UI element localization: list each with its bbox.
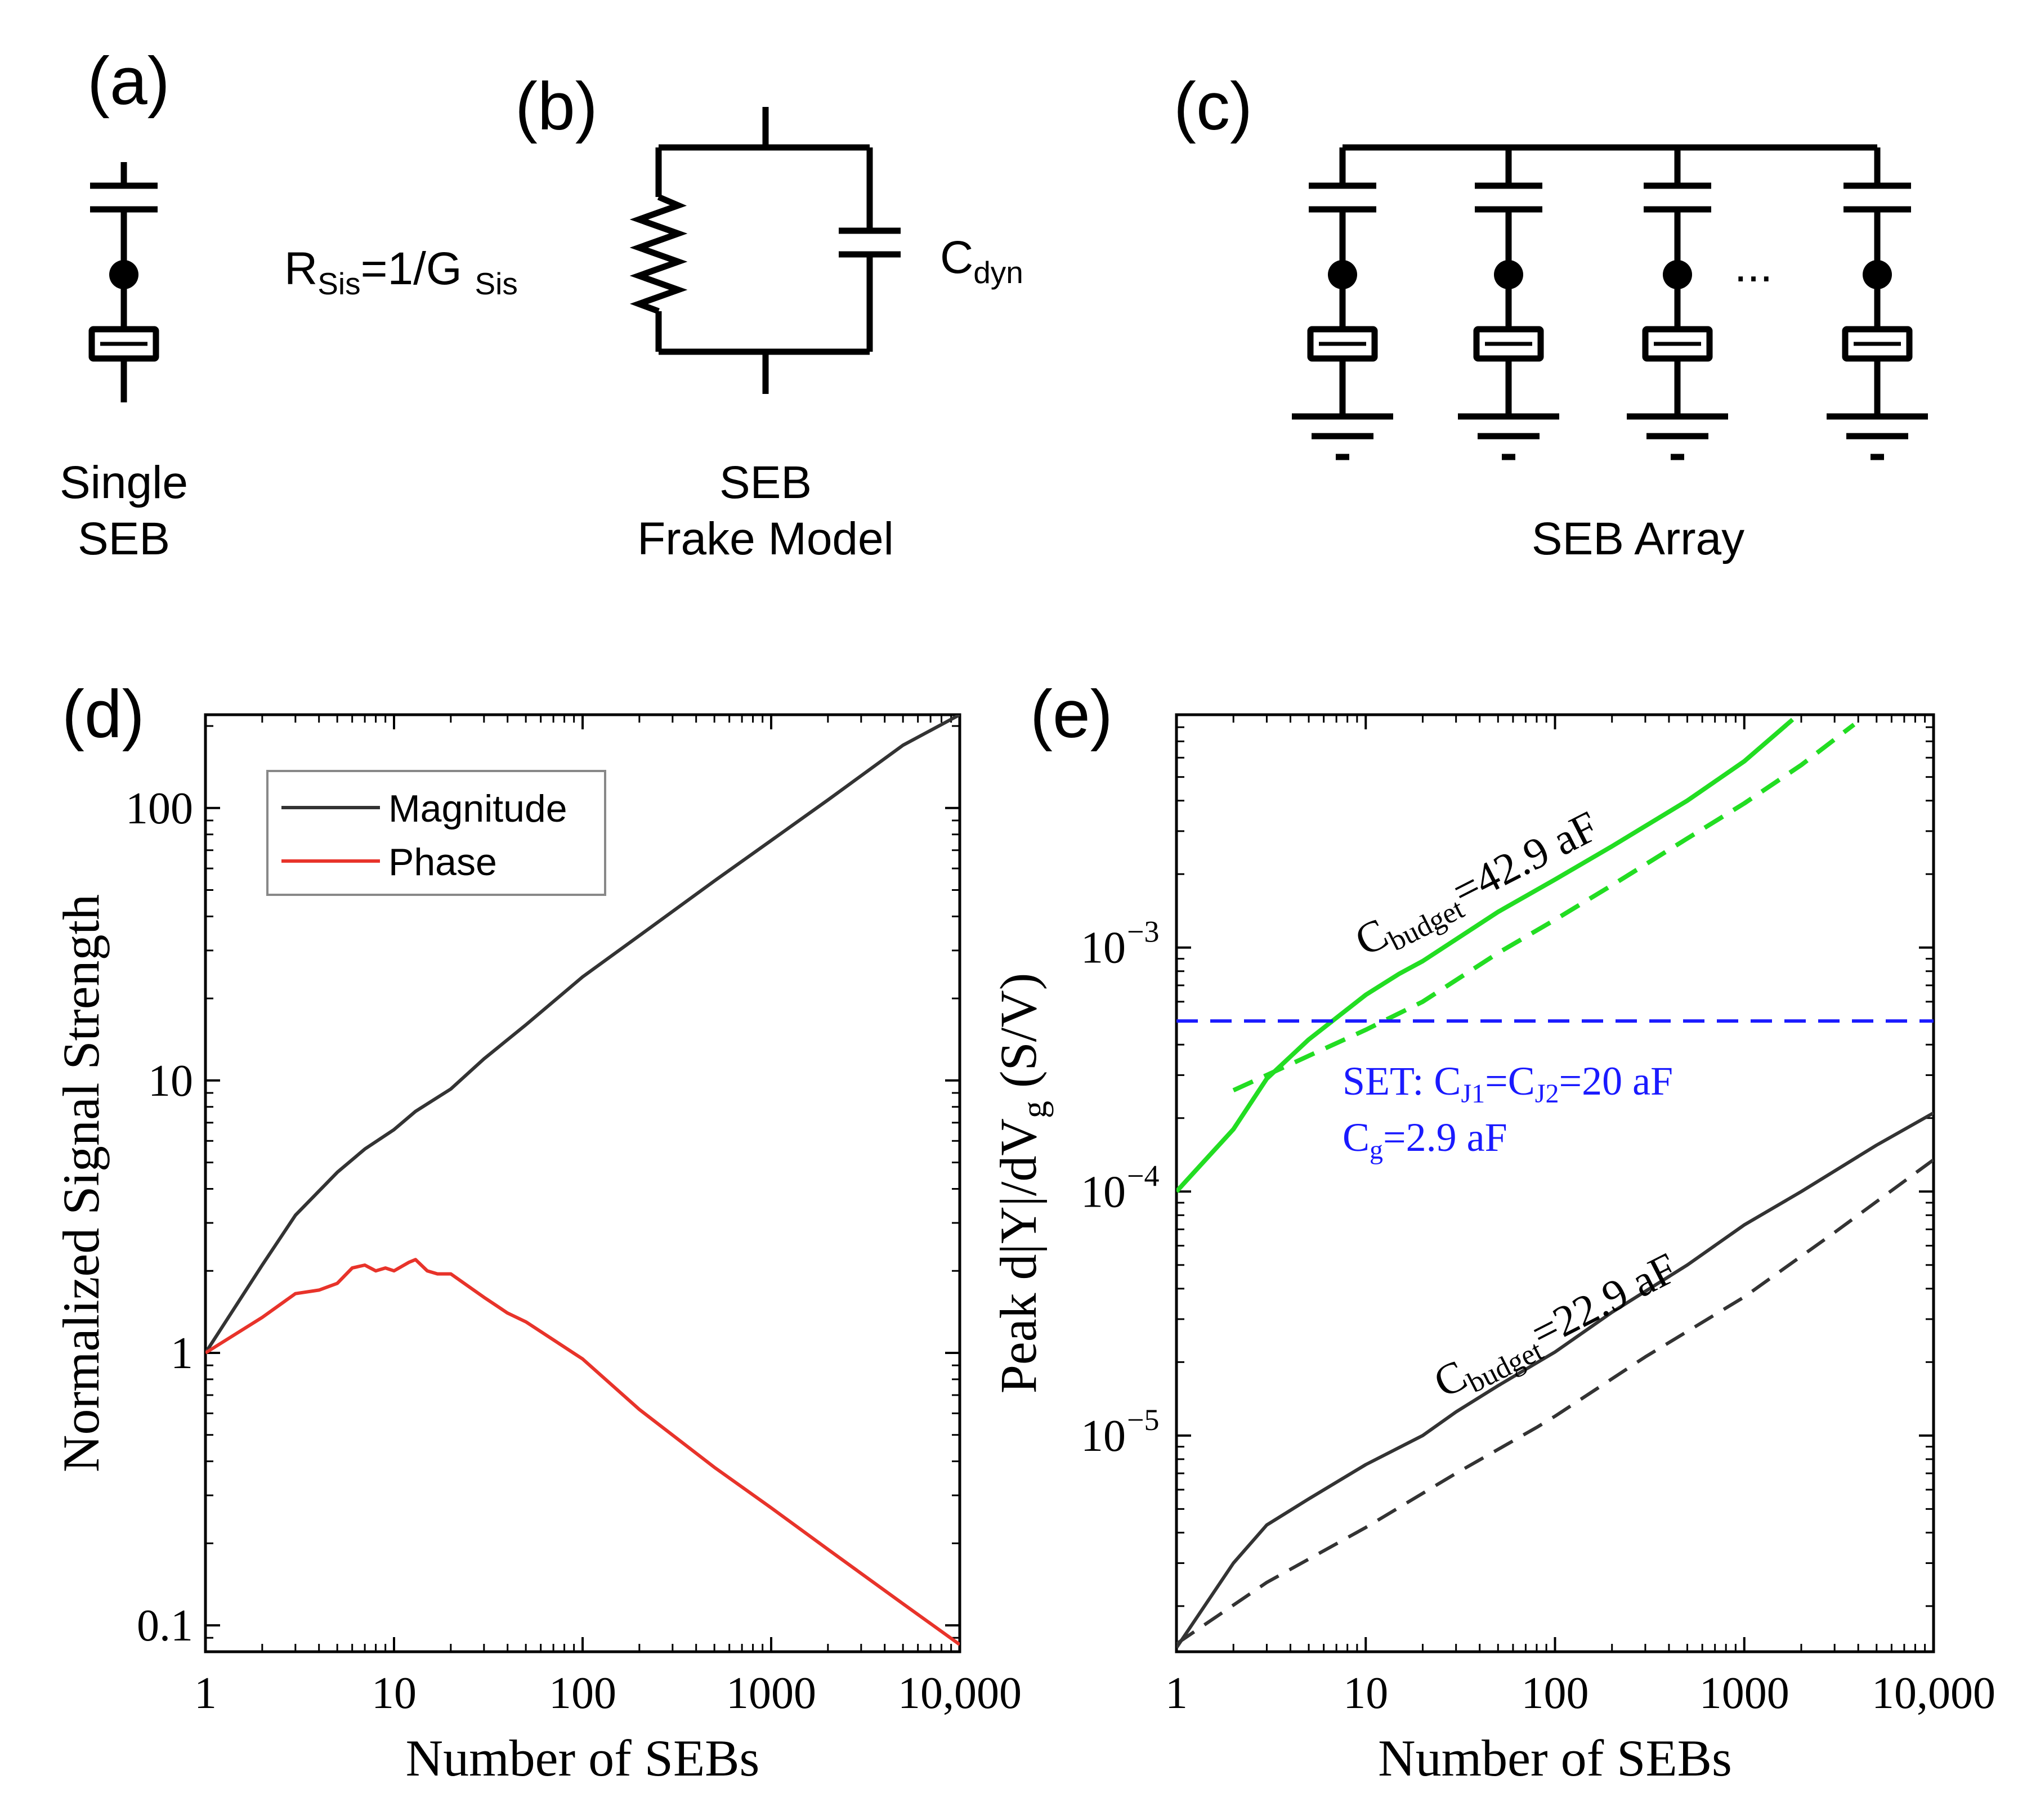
y-tick-exponent: −3 bbox=[1127, 915, 1159, 949]
y-axis-label: Peak d|Y|/dVg (S/V) bbox=[990, 973, 1054, 1394]
series-line-c-budget-22-9-af-dashed bbox=[1176, 1158, 1934, 1646]
panel-c-tag: (c) bbox=[1174, 69, 1252, 144]
annotation-cbudget-22-9: Cbudget=22.9 aF bbox=[1426, 1243, 1688, 1413]
array-seb-1 bbox=[1292, 147, 1393, 460]
x-axis-label: Number of SEBs bbox=[406, 1729, 760, 1787]
ground-icon bbox=[1827, 413, 1928, 460]
array-seb-2 bbox=[1458, 147, 1559, 460]
panel-c-caption: SEB Array bbox=[1532, 513, 1744, 564]
x-tick-label: 100 bbox=[549, 1669, 616, 1718]
panel-b-caption-line2: Frake Model bbox=[637, 513, 894, 564]
legend-box bbox=[266, 770, 606, 896]
panel-e-tag: (e) bbox=[1030, 676, 1113, 752]
annotation-set-line1: SET: CJ1=CJ2=20 aF bbox=[1343, 1059, 1673, 1109]
y-tick-exponent: −5 bbox=[1127, 1403, 1159, 1437]
resistor-symbol bbox=[629, 194, 688, 315]
y-tick-exponent: −4 bbox=[1127, 1159, 1159, 1193]
x-tick-label: 10 bbox=[1343, 1669, 1388, 1718]
y-tick-label: 1 bbox=[171, 1329, 193, 1378]
series-line-c-budget-42-9-af-solid bbox=[1176, 718, 1795, 1193]
x-tick-label: 1000 bbox=[1699, 1669, 1789, 1718]
series-line-magnitude bbox=[205, 715, 960, 1354]
legend-label: Phase bbox=[388, 841, 497, 884]
ground-icon bbox=[1627, 413, 1728, 460]
annotation-set-line2: Cg=2.9 aF bbox=[1343, 1115, 1507, 1165]
panel-a-caption-line1: Single bbox=[60, 457, 188, 508]
ground-icon bbox=[1292, 413, 1393, 460]
y-tick-label: 100 bbox=[126, 784, 193, 833]
x-tick-label: 1 bbox=[194, 1669, 217, 1718]
panel-c: (c) ... SEB Array bbox=[1174, 69, 1928, 564]
series-line-c-budget-22-9-af-solid bbox=[1176, 1111, 1934, 1649]
panel-b-tag: (b) bbox=[515, 69, 598, 144]
legend: Magnitude Phase bbox=[266, 770, 606, 896]
x-tick-label: 10,000 bbox=[898, 1669, 1022, 1718]
array-ellipsis: ... bbox=[1734, 240, 1773, 292]
panel-a-caption-line2: SEB bbox=[78, 513, 170, 564]
x-tick-label: 10 bbox=[372, 1669, 417, 1718]
y-tick-label: 10 bbox=[1081, 1167, 1126, 1217]
y-tick-label: 0.1 bbox=[137, 1601, 193, 1651]
legend-label: Magnitude bbox=[388, 787, 567, 830]
panel-b: (b) RSis=1/G Sis Cdyn SEB Frake Model bbox=[284, 69, 1023, 564]
y-axis-label: Normalized Signal Strength bbox=[52, 894, 110, 1472]
seb-array bbox=[1292, 147, 1928, 460]
ground-icon bbox=[1458, 413, 1559, 460]
x-tick-label: 1 bbox=[1165, 1669, 1188, 1718]
annotation-cbudget-42-9: Cbudget=42.9 aF bbox=[1347, 801, 1609, 971]
series-group bbox=[1176, 718, 1934, 1649]
x-tick-label: 10,000 bbox=[1872, 1669, 1995, 1718]
x-tick-label: 1000 bbox=[726, 1669, 816, 1718]
series-group bbox=[205, 715, 960, 1646]
array-seb-3 bbox=[1627, 147, 1728, 460]
resistor-label: RSis=1/G Sis bbox=[284, 243, 518, 301]
panel-d-tag: (d) bbox=[62, 676, 145, 752]
series-line-phase bbox=[205, 1258, 960, 1646]
array-seb-4 bbox=[1827, 147, 1928, 460]
x-axis-label: Number of SEBs bbox=[1378, 1729, 1732, 1787]
series-line-c-budget-42-9-af-dashed bbox=[1232, 723, 1856, 1093]
minor-ticks bbox=[1176, 715, 1934, 1652]
y-tick-label: 10 bbox=[148, 1056, 193, 1106]
panel-a: (a) Single SEB bbox=[60, 43, 188, 564]
frake-model-circuit bbox=[629, 107, 901, 394]
single-seb-symbol bbox=[88, 162, 159, 402]
y-tick-label: 10 bbox=[1081, 924, 1126, 973]
panel-b-caption-line1: SEB bbox=[719, 457, 812, 508]
x-tick-label: 100 bbox=[1522, 1669, 1589, 1718]
panel-a-tag: (a) bbox=[87, 43, 170, 119]
capacitor-label: Cdyn bbox=[940, 232, 1023, 290]
y-tick-label: 10 bbox=[1081, 1411, 1126, 1461]
